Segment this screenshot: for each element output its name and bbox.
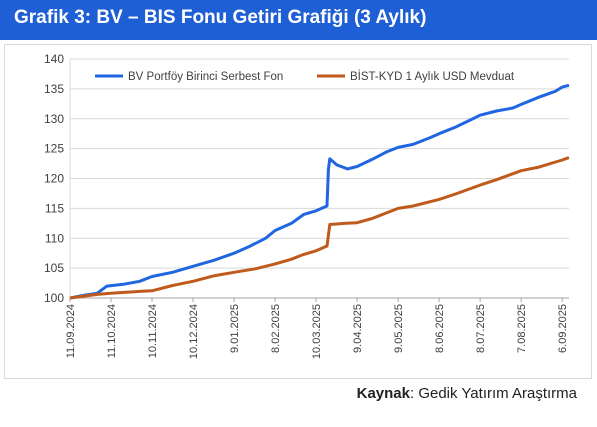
source-note: Kaynak: Gedik Yatırım Araştırma <box>357 385 577 402</box>
x-tick-label: 10.03.2025 <box>311 304 323 359</box>
x-tick-label: 9.01.2025 <box>229 304 241 353</box>
legend-label-1: BV Portföy Birinci Serbest Fon <box>128 71 283 83</box>
chart-header-title: Grafik 3: BV – BIS Fonu Getiri Grafiği (… <box>14 7 427 28</box>
x-tick-label: 9.05.2025 <box>393 304 405 353</box>
x-tick-label: 8.07.2025 <box>475 304 487 353</box>
x-tick-label: 9.04.2025 <box>352 304 364 353</box>
y-tick-label: 125 <box>44 142 64 156</box>
x-tick-label: 8.06.2025 <box>434 304 446 353</box>
y-tick-label: 130 <box>44 112 64 126</box>
x-tick-label: 10.12.2024 <box>188 304 200 359</box>
y-tick-label: 100 <box>44 291 64 305</box>
x-tick-label: 10.11.2024 <box>147 304 159 358</box>
series-line-2 <box>69 156 570 300</box>
legend-label-2: BİST-KYD 1 Aylık USD Mevduat <box>350 70 515 83</box>
source-text: : Gedik Yatırım Araştırma <box>410 385 577 402</box>
x-tick-label: 8.02.2025 <box>270 304 282 353</box>
x-tick-label: 6.09.2025 <box>557 304 569 353</box>
header-divider <box>0 40 597 44</box>
x-tick-label: 11.10.2024 <box>106 304 118 358</box>
chart-header: Grafik 3: BV – BIS Fonu Getiri Grafiği (… <box>0 0 597 40</box>
series-line-1 <box>69 83 570 300</box>
chart-frame: 100 105 110 115 120 125 130 135 140 11.09.2024 11.… <box>4 44 592 379</box>
y-tick-label: 110 <box>45 231 64 245</box>
y-tick-label: 120 <box>44 172 64 186</box>
y-tick-label: 140 <box>44 52 64 66</box>
source-label: Kaynak <box>356 385 410 402</box>
y-tick-label: 135 <box>44 82 64 96</box>
x-tick-label: 7.08.2025 <box>516 304 528 353</box>
x-tick-label: 11.09.2024 <box>65 304 77 358</box>
y-tick-label: 105 <box>44 261 64 275</box>
y-tick-label: 115 <box>45 201 64 215</box>
line-chart: 100 105 110 115 120 125 130 135 140 11.09.2024 11.… <box>44 52 570 359</box>
